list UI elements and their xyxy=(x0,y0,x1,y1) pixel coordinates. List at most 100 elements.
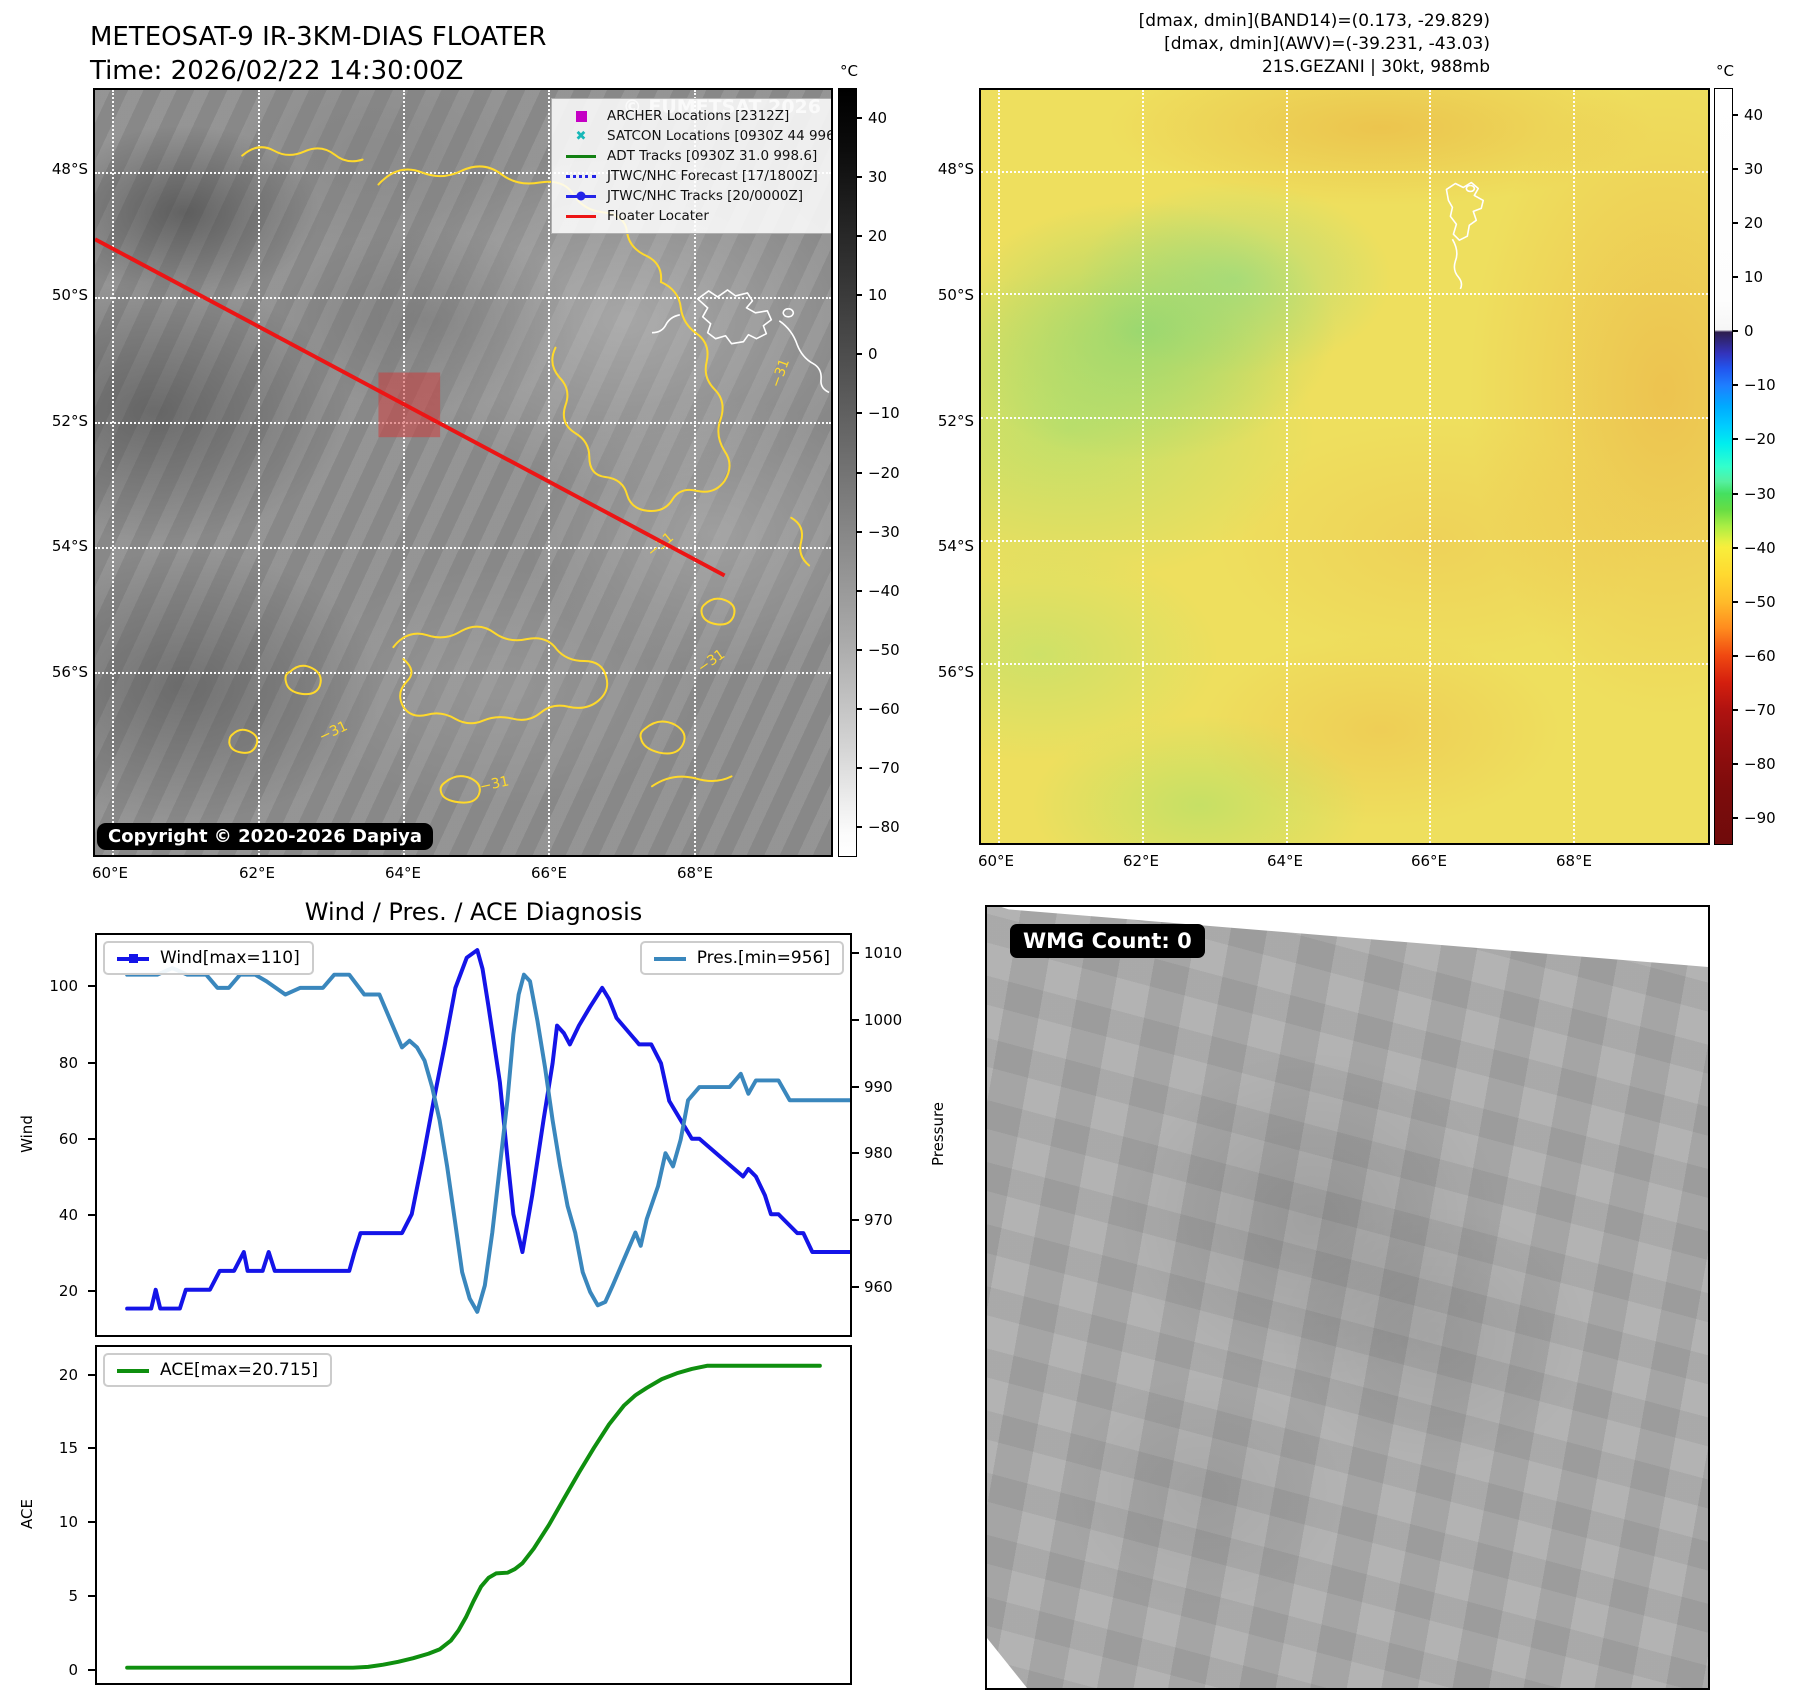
ir-lat-label: 48°S xyxy=(51,160,88,178)
awv-lat-label: 50°S xyxy=(937,286,974,304)
axis-tick-label: 960 xyxy=(864,1277,893,1296)
axis-tick-label: 980 xyxy=(864,1144,893,1163)
ir-lat-label: 56°S xyxy=(51,663,88,681)
legend-item: JTWC/NHC Tracks [20/0000Z] xyxy=(564,186,831,206)
wind-pressure-chart xyxy=(95,933,852,1337)
band14-range: [dmax, dmin](BAND14)=(0.173, -29.829) xyxy=(1138,11,1490,31)
ace-legend-swatch xyxy=(117,1364,149,1376)
ir-lon-label: 60°E xyxy=(91,864,129,882)
ir-lon-label: 68°E xyxy=(676,864,714,882)
gridline xyxy=(981,293,1708,296)
diagnosis-title: Wind / Pres. / ACE Diagnosis xyxy=(304,898,643,926)
awv-lon-label: 62°E xyxy=(1122,852,1160,870)
axis-tick-label: 20 xyxy=(58,1365,78,1384)
image-edge-corner xyxy=(987,1638,1027,1688)
gridline xyxy=(981,170,1708,173)
ace-yaxis-ticks: 0 5 10 15 20 xyxy=(30,1345,88,1685)
wind-yaxis-marks xyxy=(88,933,95,1337)
gridline xyxy=(95,672,831,675)
colorbar-tick-label: −80 xyxy=(1744,754,1776,773)
legend-item-label: Floater Locater xyxy=(607,208,709,224)
gridline xyxy=(1142,90,1145,843)
line-marker-icon xyxy=(564,154,598,158)
colorbar-tick-label: −50 xyxy=(1744,592,1776,611)
gridline xyxy=(258,90,261,855)
colorbar-tick-label: 30 xyxy=(1744,160,1764,179)
legend-item-label: JTWC/NHC Tracks [20/0000Z] xyxy=(607,188,804,204)
axis-tick-label: 100 xyxy=(49,977,78,996)
wind-legend: Wind[max=110] xyxy=(103,941,314,975)
awv-lat-label: 56°S xyxy=(937,663,974,681)
gridline xyxy=(997,90,1000,843)
colorbar-tick-label: 20 xyxy=(1744,214,1764,233)
awv-lat-label: 48°S xyxy=(937,160,974,178)
pressure-yaxis-marks xyxy=(852,933,859,1337)
awv-colorbar-unit: °C xyxy=(1716,62,1734,80)
ace-chart xyxy=(95,1345,852,1685)
ace-legend: ACE[max=20.715] xyxy=(103,1353,332,1387)
colorbar-tick-label: 40 xyxy=(1744,106,1764,125)
colorbar-tick-label: −60 xyxy=(868,700,900,719)
ir-lon-label: 64°E xyxy=(384,864,422,882)
wind-pressure-plot xyxy=(125,948,850,1314)
wind-axis-label: Wind xyxy=(18,1115,36,1153)
ir-satellite-map: −31 −31 −31 −31 −31 © EUMETSAT 2026 ARCH… xyxy=(93,88,833,857)
gridline xyxy=(95,422,831,424)
ir-map-legend: ARCHER Locations [2312Z] ✖ SATCON Location… xyxy=(551,98,831,234)
ir-map-legend-items: ARCHER Locations [2312Z] ✖ SATCON Location… xyxy=(564,106,831,226)
gridline xyxy=(981,539,1708,542)
coastline xyxy=(1445,181,1485,290)
pressure-yaxis-ticks: 960 970 980 990 1000 1010 xyxy=(852,933,912,1337)
storm-id: 21S.GEZANI | 30kt, 988mb xyxy=(1261,57,1490,77)
gridline xyxy=(694,90,697,855)
axis-tick-label: 990 xyxy=(864,1077,893,1096)
axis-tick-label: 20 xyxy=(58,1282,78,1301)
series-line xyxy=(125,1363,822,1670)
line-dot-marker-icon xyxy=(564,191,598,201)
awv-lon-label: 68°E xyxy=(1555,852,1593,870)
awv-lon-label: 66°E xyxy=(1410,852,1448,870)
legend-item: JTWC/NHC Forecast [17/1800Z] xyxy=(564,166,831,186)
colorbar-tick-label: −30 xyxy=(868,522,900,541)
colorbar-tick-label: 10 xyxy=(868,286,888,305)
gridline xyxy=(95,546,831,549)
awv-satellite-map xyxy=(979,88,1710,845)
pressure-axis-label: Pressure xyxy=(929,1101,947,1167)
axis-tick-label: 15 xyxy=(58,1439,78,1458)
gridline xyxy=(1572,90,1575,843)
wmg-panel: WMG Count: 0 xyxy=(985,905,1710,1690)
ir-lon-label: 66°E xyxy=(530,864,568,882)
timestamp: Time: 2026/02/22 14:30:00Z xyxy=(90,56,464,86)
copyright-badge: Copyright © 2020-2026 Dapiya xyxy=(97,823,434,850)
pressure-legend: Pres.[min=956] xyxy=(639,941,844,975)
colorbar-tick-label: 20 xyxy=(868,226,888,245)
axis-tick-label: 60 xyxy=(58,1129,78,1148)
colorbar-tick-label: 40 xyxy=(868,108,888,127)
contour-label: −31 xyxy=(478,773,510,795)
ir-contours xyxy=(228,146,811,804)
colorbar-tick-label: −40 xyxy=(1744,538,1776,557)
contour-label: −31 xyxy=(768,357,793,390)
floater-locater-line xyxy=(95,237,726,578)
gridline xyxy=(1285,90,1288,843)
info-block: [dmax, dmin](BAND14)=(0.173, -29.829) [d… xyxy=(1139,10,1490,79)
legend-item: ADT Tracks [0930Z 31.0 998.6] xyxy=(564,146,831,166)
ir-colorbar-gradient xyxy=(838,88,857,857)
axis-tick-label: 0 xyxy=(68,1661,78,1680)
gridline xyxy=(981,663,1708,666)
colorbar-tick-label: −20 xyxy=(868,463,900,482)
dotted-marker-icon xyxy=(564,174,598,178)
colorbar-tick-label: 10 xyxy=(1744,268,1764,287)
ace-plot xyxy=(125,1363,822,1670)
colorbar-tick-label: −50 xyxy=(868,640,900,659)
line-marker-icon xyxy=(564,214,598,218)
axis-tick-label: 1010 xyxy=(864,944,903,963)
ace-yaxis-marks xyxy=(88,1345,95,1685)
series-line xyxy=(125,948,850,1311)
gridline xyxy=(548,90,551,855)
title-block: METEOSAT-9 IR-3KM-DIAS FLOATER Time: 202… xyxy=(90,20,546,88)
awv-colorbar-gradient xyxy=(1714,88,1733,845)
colorbar-tick-label: −20 xyxy=(1744,430,1776,449)
awv-colorbar: 40 30 20 10 0 −10 −20 −30 −40 −50 −60 −70 −80 −90 xyxy=(1714,88,1784,845)
